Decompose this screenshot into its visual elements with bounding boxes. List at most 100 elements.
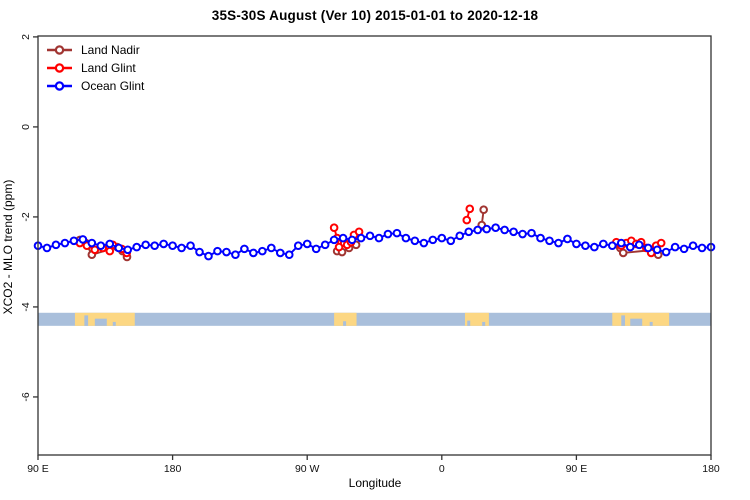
land-glint-marker-icon — [47, 63, 72, 73]
legend-item-ocean-glint: Ocean Glint — [46, 77, 144, 95]
ocean-glint-series-point — [473, 225, 482, 235]
y-tick-label: 0 — [20, 124, 32, 130]
coast-notch — [94, 318, 107, 326]
land-glint-series-point — [329, 223, 339, 233]
ocean-glint-series-point — [114, 243, 124, 253]
ocean-glint-series-point — [177, 243, 186, 253]
ocean-glint-series-point — [679, 244, 689, 254]
coast-notch — [649, 321, 653, 326]
y-tick-label: -6 — [20, 392, 32, 401]
ocean-glint-series-point — [536, 233, 545, 243]
ocean-glint-series-point — [195, 247, 204, 257]
ocean-glint-series-point — [572, 239, 581, 249]
ocean-glint-series-point — [302, 239, 312, 249]
ocean-glint-series-point — [141, 240, 150, 250]
ocean-glint-series-point — [554, 238, 563, 248]
x-axis-label: Longitude — [348, 476, 402, 490]
ocean-band — [38, 312, 711, 326]
ocean-glint-series-point — [446, 236, 456, 246]
legend-item-land-glint: Land Glint — [46, 59, 144, 77]
ocean-glint-series-point — [428, 235, 438, 245]
ocean-glint-series-point — [616, 238, 626, 248]
x-tick-label: 90 W — [295, 463, 320, 475]
ocean-glint-series-point — [78, 235, 88, 244]
ocean-glint-series-point — [661, 247, 671, 257]
ocean-glint-series-point — [401, 233, 411, 243]
ocean-glint-series-point — [338, 233, 348, 243]
ocean-glint-series-point — [464, 227, 474, 237]
ocean-glint-series-point — [455, 231, 465, 241]
land-nadir-series-point — [479, 205, 488, 215]
ocean-glint-series-point — [222, 247, 231, 257]
land-nadir-series-point — [618, 248, 628, 258]
y-tick-label: -4 — [20, 302, 32, 311]
ocean-glint-series-point — [204, 251, 213, 261]
ocean-glint-series-point — [670, 242, 680, 252]
y-tick-label: 2 — [20, 34, 32, 40]
x-tick-label: 180 — [702, 463, 720, 475]
ocean-glint-series-point — [365, 231, 375, 241]
plot-box — [37, 35, 712, 456]
ocean-glint-series-point — [123, 245, 133, 255]
ocean-glint-series-point — [599, 239, 608, 249]
ocean-glint-series-point — [410, 236, 420, 246]
ocean-glint-series-point — [634, 240, 644, 250]
coast-notch — [467, 320, 471, 326]
ocean-glint-series-point — [105, 239, 115, 249]
ocean-glint-series-point — [437, 233, 447, 243]
land-glint-series-point — [465, 204, 475, 214]
land-nadir-marker-icon — [47, 45, 72, 55]
ocean-glint-series-point — [652, 245, 662, 255]
chart-legend: Land Nadir Land Glint Ocean Glint — [46, 41, 144, 95]
ocean-glint-series-point — [150, 241, 159, 251]
ocean-glint-series-point — [347, 235, 357, 245]
ocean-glint-series-point — [231, 250, 240, 260]
ocean-glint-series-point — [500, 225, 509, 235]
ocean-glint-series-point — [60, 238, 70, 248]
ocean-glint-series-point — [581, 241, 590, 251]
ocean-glint-series-point — [590, 242, 599, 252]
ocean-glint-series-point — [311, 244, 321, 254]
ocean-glint-series-point — [249, 248, 258, 258]
ocean-glint-series-point — [51, 240, 61, 250]
coast-notch — [84, 315, 89, 326]
ocean-glint-series-point — [688, 241, 698, 251]
ocean-glint-series-point — [374, 233, 384, 243]
ocean-glint-series-point — [186, 241, 195, 251]
ocean-glint-series-point — [491, 223, 500, 233]
ocean-glint-series-point — [527, 228, 536, 238]
ocean-glint-series-point — [168, 241, 177, 251]
legend-label: Land Nadir — [81, 43, 140, 57]
land-band-south-america — [334, 312, 357, 326]
ocean-glint-series-point — [383, 229, 393, 239]
ocean-glint-series-point — [419, 238, 429, 248]
coast-notch — [621, 315, 626, 326]
ocean-glint-series-point — [69, 236, 79, 246]
ocean-glint-series-point — [625, 242, 635, 252]
ocean-glint-series-point — [329, 235, 339, 245]
ocean-glint-series-line — [37, 226, 712, 258]
coast-notch — [343, 321, 347, 326]
x-tick-label: 90 E — [27, 463, 49, 475]
land-glint-series-point — [462, 215, 472, 225]
legend-label: Land Glint — [81, 61, 136, 75]
ocean-glint-series-point — [356, 233, 366, 243]
x-tick-label: 0 — [439, 463, 445, 475]
ocean-glint-series-point — [240, 244, 249, 254]
ocean-glint-series-point — [213, 246, 222, 256]
coast-notch — [630, 318, 643, 326]
chart-title: 35S-30S August (Ver 10) 2015-01-01 to 20… — [211, 8, 539, 23]
land-glint-series-point — [90, 245, 100, 255]
ocean-glint-series-point — [643, 243, 653, 253]
ocean-glint-series-point — [563, 234, 572, 244]
ocean-glint-series-point — [159, 239, 168, 249]
ocean-glint-series-point — [284, 250, 294, 260]
ocean-glint-series-point — [518, 229, 527, 239]
ocean-glint-series-point — [697, 243, 707, 253]
ocean-glint-series-point — [258, 246, 267, 256]
ocean-glint-series-point — [293, 241, 303, 251]
ocean-glint-marker-icon — [47, 81, 72, 91]
ocean-glint-series-point — [96, 241, 106, 251]
ocean-glint-series-point — [482, 224, 491, 234]
